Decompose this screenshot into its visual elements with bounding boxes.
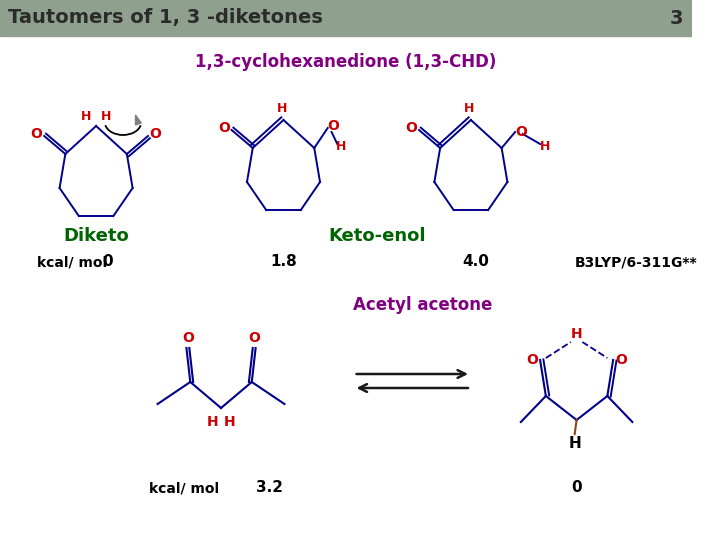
Text: H: H [571, 327, 582, 341]
Text: H: H [207, 415, 218, 429]
Text: Tautomers of 1, 3 -diketones: Tautomers of 1, 3 -diketones [8, 9, 323, 28]
Bar [0, 0, 692, 36]
Text: 1.8: 1.8 [270, 254, 297, 269]
Text: H: H [464, 102, 474, 114]
Text: Diketo: Diketo [63, 227, 129, 245]
Text: O: O [515, 125, 527, 139]
Text: H: H [336, 140, 346, 153]
Text: O: O [526, 353, 539, 367]
Text: B3LYP/6-311G**: B3LYP/6-311G** [575, 255, 697, 269]
Text: Keto-enol: Keto-enol [328, 227, 426, 245]
Text: O: O [150, 127, 161, 141]
Text: O: O [248, 331, 260, 345]
Text: Acetyl acetone: Acetyl acetone [353, 296, 492, 314]
Text: O: O [30, 127, 42, 141]
Text: 3.2: 3.2 [256, 481, 282, 496]
Text: 0: 0 [102, 254, 113, 269]
Text: H: H [81, 110, 91, 123]
Text: O: O [218, 121, 230, 135]
Text: O: O [182, 331, 194, 345]
Text: 0: 0 [571, 481, 582, 496]
Text: kcal/ mol: kcal/ mol [149, 481, 219, 495]
Polygon shape [135, 115, 141, 125]
Text: H: H [224, 415, 235, 429]
Text: O: O [328, 119, 339, 133]
Text: 1,3-cyclohexanedione (1,3-CHD): 1,3-cyclohexanedione (1,3-CHD) [195, 53, 497, 71]
Text: 3: 3 [670, 9, 683, 28]
Text: O: O [405, 121, 418, 135]
Text: H: H [101, 110, 111, 123]
Text: kcal/ mol: kcal/ mol [37, 255, 107, 269]
Text: H: H [540, 139, 550, 152]
Text: O: O [615, 353, 626, 367]
Text: H: H [568, 436, 581, 451]
Text: 4.0: 4.0 [462, 254, 489, 269]
Text: H: H [276, 102, 287, 114]
